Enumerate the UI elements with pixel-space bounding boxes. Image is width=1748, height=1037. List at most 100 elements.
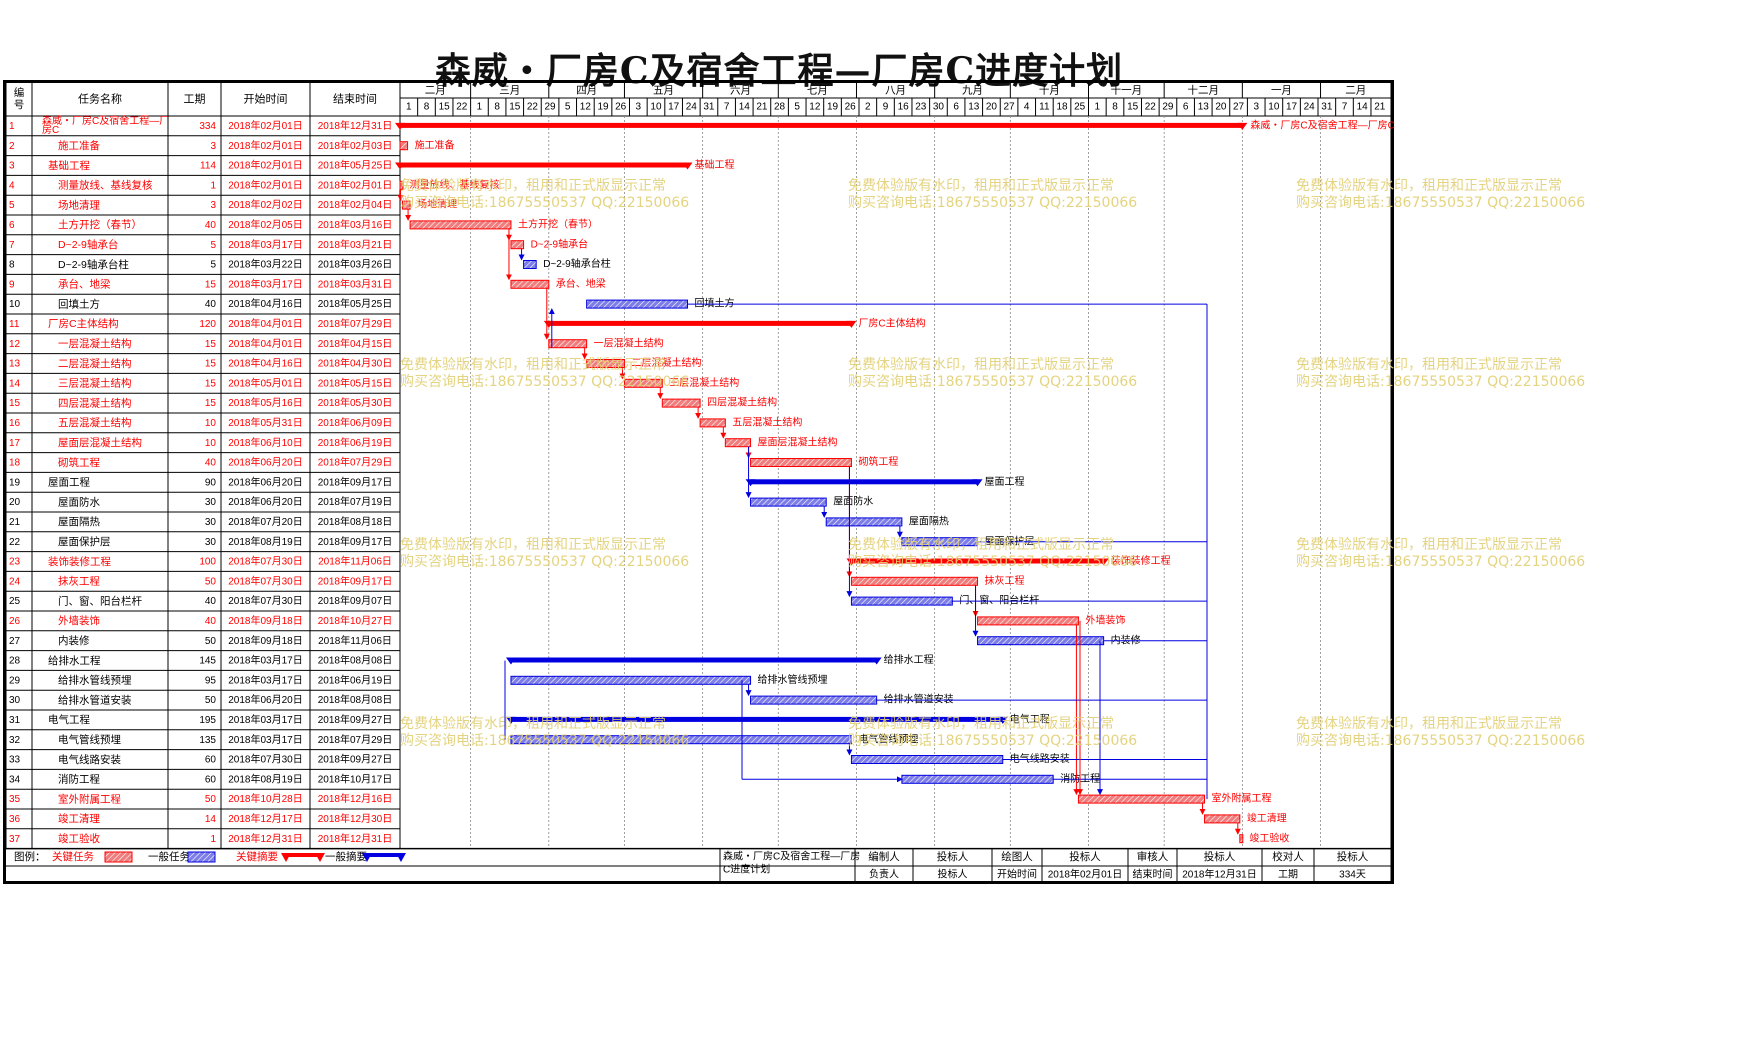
row-start: 2018年08月19日 [228, 772, 303, 785]
row-start: 2018年02月01日 [228, 139, 303, 152]
bar-label: 给排水工程 [884, 653, 934, 666]
task-bar [825, 517, 903, 527]
row-start: 2018年03月22日 [228, 258, 303, 271]
week-label: 13 [1198, 102, 1210, 113]
row-end: 2018年09月27日 [318, 713, 393, 726]
week-label: 13 [968, 102, 980, 113]
row-start: 2018年03月17日 [228, 238, 303, 251]
row-duration: 15 [205, 359, 217, 370]
footer-project-cont: C进度计划 [723, 863, 770, 876]
footer-cell: 投标人 [1069, 850, 1101, 863]
week-label: 14 [1357, 102, 1369, 113]
row-start: 2018年02月02日 [228, 198, 303, 211]
row-duration: 40 [205, 458, 217, 469]
task-bar [1204, 814, 1241, 824]
row-name: 一层混凝土结构 [58, 337, 132, 350]
row-name: 内装修 [58, 634, 90, 647]
week-label: 18 [1056, 102, 1068, 113]
bar-label: 场地清理 [417, 198, 457, 211]
month-label: 二月 [425, 84, 446, 96]
month-label: 一月 [1271, 84, 1292, 96]
task-bar [1077, 794, 1206, 804]
task-bar [699, 418, 726, 428]
week-label: 1 [477, 102, 483, 113]
row-name: 施工准备 [58, 139, 100, 152]
header-name: 任务名称 [78, 91, 122, 105]
summary-cap-right [682, 162, 693, 170]
legend-swatch [284, 853, 322, 857]
task-bar [750, 497, 827, 507]
legend-item-label: 关键摘要 [236, 850, 278, 863]
week-label: 17 [668, 102, 680, 113]
bar-label: 装饰装修工程 [1111, 554, 1171, 567]
row-duration: 1 [210, 180, 216, 191]
week-label: 1 [1095, 102, 1101, 113]
footer-cell: 投标人 [1337, 850, 1369, 863]
row-id: 4 [9, 180, 15, 191]
row-start: 2018年04月16日 [228, 297, 303, 310]
row-duration: 334 [199, 121, 216, 132]
week-label: 1 [406, 102, 412, 113]
row-start: 2018年07月30日 [228, 555, 303, 568]
summary-cap-right [1237, 122, 1248, 130]
row-name: 外墙装饰 [58, 614, 100, 627]
row-name: 电气工程 [48, 713, 90, 726]
row-id: 36 [9, 814, 21, 825]
summary-cap-right [846, 320, 857, 328]
bar-label: 门、窗、阳台栏杆 [959, 594, 1039, 607]
row-start: 2018年12月31日 [228, 832, 303, 845]
row-end: 2018年09月17日 [318, 475, 393, 488]
row-end: 2018年07月29日 [318, 733, 393, 746]
row-name: D~2-9轴承台 [58, 238, 118, 251]
header-id-top: 编 [14, 86, 25, 99]
row-duration: 30 [205, 497, 217, 508]
row-end: 2018年04月30日 [318, 357, 393, 370]
week-label: 28 [774, 102, 786, 113]
row-start: 2018年07月20日 [228, 515, 303, 528]
task-bar [586, 299, 689, 309]
row-end: 2018年08月18日 [318, 515, 393, 528]
week-label: 7 [724, 102, 730, 113]
header-end: 结束时间 [333, 92, 377, 105]
week-label: 29 [1162, 102, 1174, 113]
row-end: 2018年03月26日 [318, 258, 393, 271]
row-id: 13 [9, 359, 21, 370]
row-end: 2018年12月31日 [318, 832, 393, 845]
summary-cap-left [505, 716, 516, 724]
task-bar [510, 279, 550, 289]
footer-cell: 334天 [1339, 870, 1366, 881]
row-duration: 15 [205, 398, 217, 409]
bar-label: 屋面防水 [833, 495, 873, 508]
bar-label: 二层混凝土结构 [631, 356, 701, 369]
row-start: 2018年09月18日 [228, 614, 303, 627]
month-label: 四月 [576, 84, 597, 96]
task-bar [510, 675, 752, 685]
row-id: 10 [9, 299, 21, 310]
row-name: 四层混凝土结构 [58, 396, 132, 409]
row-start: 2018年05月01日 [228, 376, 303, 389]
week-label: 16 [898, 102, 910, 113]
row-id: 9 [9, 279, 15, 290]
row-start: 2018年03月17日 [228, 277, 303, 290]
row-id: 20 [9, 497, 21, 508]
row-id: 1 [9, 121, 15, 132]
bar-label: 给排水管道安装 [884, 693, 954, 706]
row-start: 2018年03月17日 [228, 713, 303, 726]
task-bar [623, 378, 663, 388]
row-start: 2018年04月01日 [228, 337, 303, 350]
row-name: 竣工清理 [58, 812, 100, 825]
week-label: 12 [809, 102, 821, 113]
bar-label: 屋面工程 [985, 476, 1025, 488]
row-start: 2018年02月01日 [228, 159, 303, 172]
row-duration: 195 [199, 715, 216, 726]
row-end: 2018年08月08日 [318, 693, 393, 706]
row-start: 2018年10月28日 [228, 792, 303, 805]
row-id: 11 [9, 319, 20, 330]
row-end: 2018年09月27日 [318, 753, 393, 766]
legend-swatch-cap [362, 853, 372, 862]
bar-label: 五层混凝土结构 [732, 416, 802, 429]
task-bar [1239, 834, 1244, 844]
row-id: 26 [9, 616, 21, 627]
bar-label: 竣工验收 [1249, 831, 1289, 844]
row-duration: 3 [210, 200, 216, 211]
